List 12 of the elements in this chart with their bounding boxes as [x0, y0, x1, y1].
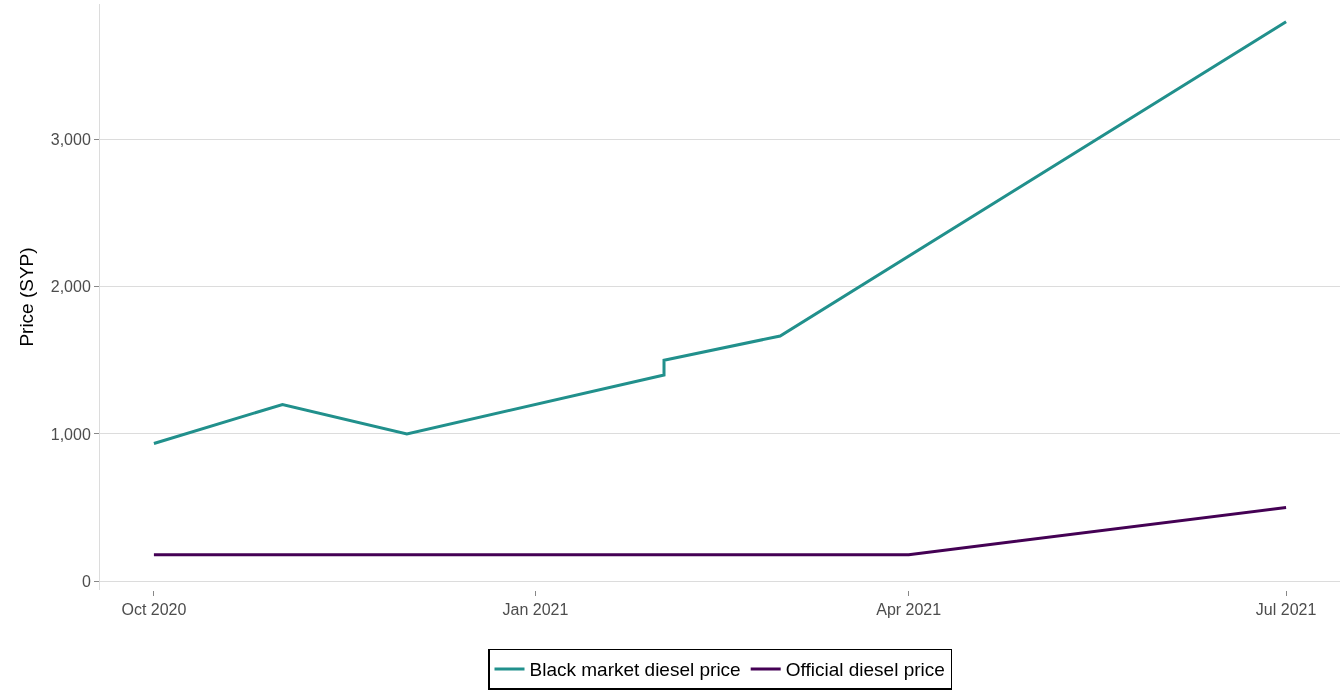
legend-label: Official diesel price — [785, 659, 945, 681]
y-tick-label: 0 — [81, 572, 91, 590]
x-tick-label: Apr 2021 — [876, 601, 942, 619]
x-tick-label: Jan 2021 — [502, 601, 569, 619]
x-tick-label: Oct 2020 — [121, 601, 187, 619]
y-tick-label: 2,000 — [50, 278, 91, 296]
x-tick-label: Jul 2021 — [1255, 601, 1317, 619]
y-axis-title: Price (SYP) — [15, 247, 37, 347]
y-tick-label: 3,000 — [50, 131, 91, 149]
y-tick-label: 1,000 — [50, 425, 91, 443]
line-series — [152, 20, 1288, 445]
legend-label: Black market diesel price — [529, 659, 741, 681]
